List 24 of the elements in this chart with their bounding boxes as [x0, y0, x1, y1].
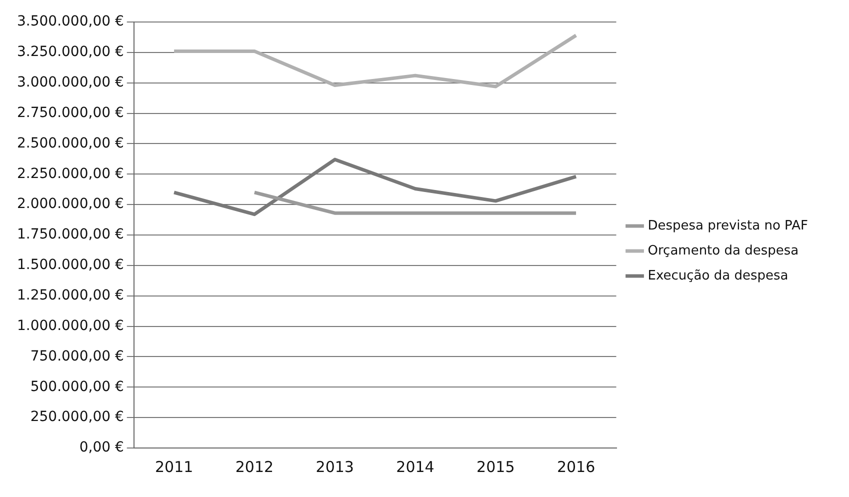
- legend-label: Orçamento da despesa: [648, 243, 799, 258]
- legend-label: Despesa prevista no PAF: [648, 218, 808, 234]
- y-tick-label: 0,00 €: [79, 440, 124, 456]
- x-tick-label: 2015: [476, 458, 515, 476]
- y-tick-label: 2.750.000,00 €: [17, 104, 124, 121]
- legend-label: Execução da despesa: [648, 268, 788, 284]
- x-tick-label: 2016: [556, 458, 596, 476]
- x-tick-label: 2011: [154, 458, 194, 476]
- y-tick-label: 1.750.000,00 €: [17, 226, 124, 243]
- y-tick-label: 1.500.000,00 €: [17, 257, 124, 274]
- y-tick-label: 3.000.000,00 €: [17, 74, 124, 90]
- x-tick-label: 2013: [316, 458, 354, 476]
- y-tick-label: 1.250.000,00 €: [17, 288, 124, 304]
- x-tick-label: 2014: [396, 458, 434, 476]
- y-tick-label: 1.000.000,00 €: [17, 318, 124, 334]
- y-tick-label: 3.500.000,00 €: [17, 14, 124, 30]
- y-tick-label: 3.250.000,00 €: [17, 44, 124, 60]
- y-tick-label: 500.000,00 €: [30, 378, 124, 395]
- y-tick-label: 250.000,00 €: [30, 409, 124, 426]
- y-tick-label: 2.500.000,00 €: [17, 135, 124, 152]
- y-tick-label: 750.000,00 €: [30, 348, 124, 364]
- x-tick-label: 2012: [235, 458, 274, 476]
- y-tick-label: 2.250.000,00 €: [17, 166, 124, 182]
- y-tick-label: 2.000.000,00 €: [17, 196, 124, 212]
